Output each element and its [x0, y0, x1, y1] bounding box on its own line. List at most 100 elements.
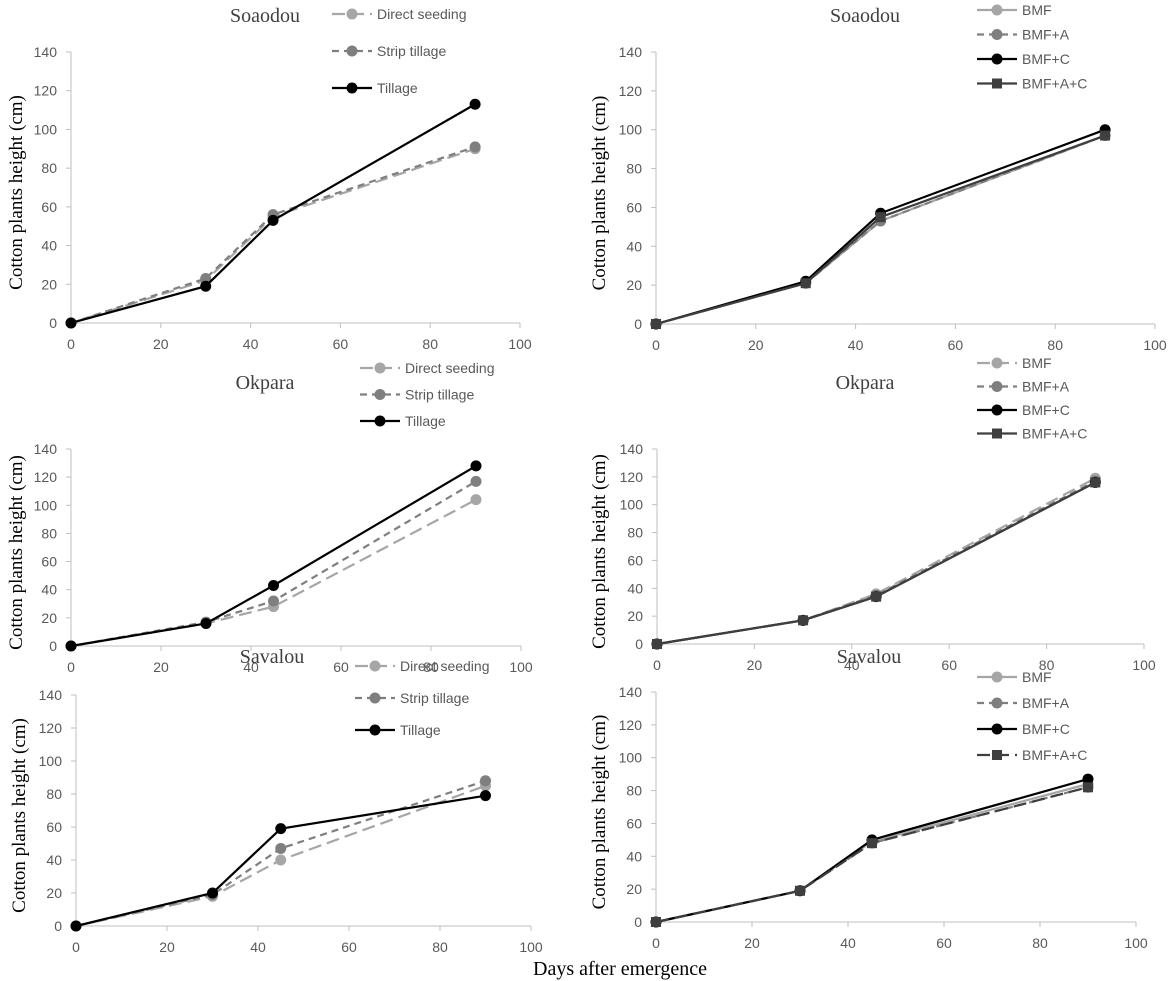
- legend-item: Strip tillage: [332, 43, 446, 59]
- legend-item: BMF: [977, 669, 1052, 685]
- data-point: [1100, 130, 1111, 141]
- x-tick-label: 100: [509, 659, 533, 675]
- legend-label: BMF: [1022, 2, 1052, 18]
- series-bmf-a: [650, 130, 1111, 330]
- data-point: [867, 838, 877, 849]
- y-tick-label: 140: [39, 687, 63, 703]
- y-tick-label: 140: [34, 441, 58, 457]
- legend-label: Direct seeding: [400, 658, 490, 674]
- legend-item: BMF+A: [977, 695, 1070, 711]
- series-line: [70, 498, 477, 648]
- legend-marker: [991, 29, 1003, 40]
- legend-marker: [374, 415, 386, 427]
- series-line: [70, 103, 476, 325]
- legend-item: Tillage: [355, 722, 441, 738]
- series-bmf-c: [650, 124, 1111, 330]
- legend-label: BMF+C: [1022, 51, 1070, 67]
- x-tick-label: 20: [747, 657, 763, 673]
- y-tick-label: 120: [39, 720, 63, 736]
- y-tick-label: 60: [41, 199, 57, 215]
- series-direct-seeding: [65, 143, 481, 329]
- legend-label: BMF+A+C: [1022, 747, 1087, 763]
- y-tick-label: 100: [39, 753, 63, 769]
- chart-title: Savalou: [240, 646, 304, 668]
- y-tick-label: 40: [626, 238, 642, 254]
- chart-panel-6: 0 20 40 60 80 100 120 140 0 20 40 60 80 100 Savalou Cot…: [589, 646, 1148, 951]
- legend-item: BMF+A+C: [977, 76, 1087, 92]
- series-line: [75, 794, 486, 928]
- data-point: [470, 475, 482, 487]
- series-strip-tillage: [65, 141, 481, 329]
- data-point: [469, 141, 481, 153]
- legend-label: Strip tillage: [377, 43, 446, 59]
- legend-item: BMF+A: [977, 27, 1070, 43]
- data-point: [798, 615, 809, 626]
- x-tick-label: 100: [1143, 337, 1167, 353]
- data-point: [470, 460, 482, 472]
- series-line: [75, 784, 486, 928]
- legend-item: BMF: [977, 355, 1052, 371]
- legend-marker: [991, 357, 1003, 369]
- legend-marker: [992, 78, 1002, 89]
- legend-item: BMF+C: [977, 721, 1070, 737]
- y-tick-label: 20: [627, 608, 643, 624]
- legend-item: Tillage: [360, 413, 446, 429]
- legend: BMF BMF+A BMF+C BMF+A+C: [977, 669, 1087, 763]
- series-line: [656, 480, 1096, 646]
- chart-panel-4: 0 20 40 60 80 100 120 140 0 20 40 60 80 100 Okpara Cott…: [589, 355, 1156, 673]
- y-axis-label: Cotton plants height (cm): [589, 715, 610, 910]
- series-bmf-a-c: [652, 477, 1101, 649]
- data-point: [65, 640, 77, 652]
- legend-label: BMF+A: [1022, 695, 1070, 711]
- y-axis-label: Cotton plants height (cm): [589, 96, 610, 291]
- legend-label: Tillage: [405, 413, 446, 429]
- y-tick-label: 100: [620, 497, 644, 513]
- x-tick-label: 60: [333, 659, 349, 675]
- legend-label: BMF+A: [1022, 379, 1070, 395]
- legend-label: Strip tillage: [400, 690, 469, 706]
- data-point: [470, 494, 482, 506]
- x-tick-label: 20: [159, 939, 175, 955]
- y-tick-label: 140: [620, 441, 644, 457]
- x-tick-label: 20: [748, 337, 764, 353]
- data-point: [795, 885, 805, 896]
- series-bmf-a-c: [651, 130, 1111, 329]
- x-tick-label: 80: [1047, 337, 1063, 353]
- x-tick-label: 40: [848, 337, 864, 353]
- y-tick-label: 100: [34, 121, 58, 137]
- data-point: [65, 317, 77, 329]
- legend-label: BMF: [1022, 355, 1052, 371]
- legend-item: BMF: [977, 2, 1052, 18]
- series-line: [656, 481, 1096, 646]
- y-tick-label: 40: [627, 580, 643, 596]
- y-tick-label: 0: [54, 918, 62, 934]
- chart-panel-2: 0 20 40 60 80 100 120 140 0 20 40 60 80 100 Soaodou Cot…: [589, 2, 1167, 353]
- legend-marker: [991, 4, 1003, 16]
- legend-label: BMF+C: [1022, 721, 1070, 737]
- series-line: [75, 779, 486, 928]
- series-line: [656, 477, 1096, 646]
- x-tick-label: 80: [423, 659, 439, 675]
- figure-x-axis-label: Days after emergence: [533, 958, 707, 980]
- y-tick-label: 120: [620, 469, 644, 485]
- x-tick-label: 100: [508, 336, 532, 352]
- y-tick-label: 40: [46, 852, 62, 868]
- data-point: [480, 775, 491, 787]
- data-point: [1083, 782, 1093, 793]
- x-tick-label: 80: [1032, 935, 1048, 951]
- legend-label: Strip tillage: [405, 387, 474, 403]
- legend-item: BMF+A+C: [977, 426, 1087, 442]
- x-tick-label: 0: [72, 939, 80, 955]
- x-tick-label: 60: [948, 337, 964, 353]
- y-tick-label: 40: [41, 582, 57, 598]
- legend: Direct seeding Strip tillage Tillage: [355, 658, 490, 738]
- legend-marker: [992, 428, 1002, 439]
- series-line: [656, 481, 1096, 646]
- series-tillage: [65, 460, 482, 652]
- series-tillage: [70, 790, 491, 932]
- x-tick-label: 100: [1124, 935, 1148, 951]
- y-tick-label: 80: [41, 525, 57, 541]
- data-point: [275, 823, 287, 835]
- y-tick-label: 0: [49, 638, 57, 654]
